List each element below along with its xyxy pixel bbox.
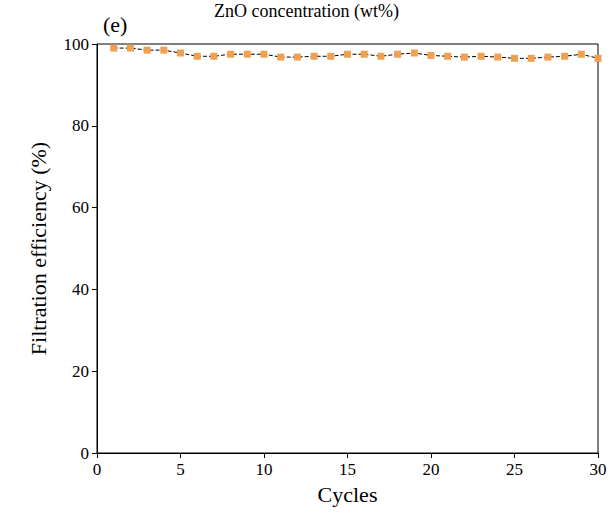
svg-text:20: 20 [423,460,440,479]
svg-text:20: 20 [72,362,89,381]
svg-text:10: 10 [256,460,273,479]
svg-text:5: 5 [176,460,185,479]
svg-text:0: 0 [81,444,90,463]
svg-text:100: 100 [64,35,90,54]
svg-text:30: 30 [590,460,607,479]
svg-text:(e): (e) [103,12,127,37]
svg-text:15: 15 [339,460,356,479]
svg-text:0: 0 [93,460,102,479]
svg-text:Filtration efficiency (%): Filtration efficiency (%) [26,142,51,355]
svg-text:80: 80 [72,116,89,135]
svg-text:60: 60 [72,198,89,217]
svg-text:Cycles: Cycles [318,482,378,507]
svg-text:40: 40 [72,280,89,299]
svg-text:ZnO concentration (wt%): ZnO concentration (wt%) [214,1,399,22]
svg-text:25: 25 [506,460,523,479]
